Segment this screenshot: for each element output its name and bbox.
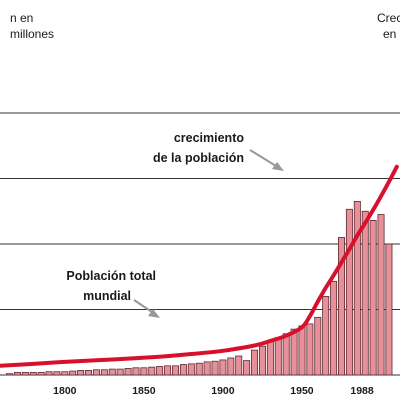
growth-bar [187,363,195,376]
x-tick-label: 1950 [290,385,314,397]
growth-bar [322,295,330,376]
growth-bar [251,349,259,376]
total-arrow [133,299,153,313]
growth-bar [235,355,243,376]
growth-bar [306,323,314,376]
growth-bar [203,361,211,376]
x-tick-label: 1900 [211,385,235,397]
growth-bar [330,280,338,376]
growth-bar [148,366,156,376]
x-tick-label: 1988 [350,385,374,397]
total-arrow-head [148,309,160,318]
growth-bar [361,210,369,376]
x-axis-ticks: 1800 1850 1900 1950 1988 [53,385,374,397]
growth-bar [266,340,274,376]
growth-bar [156,366,164,376]
growth-bar [85,370,93,376]
right-axis-label-line2: en [383,27,396,41]
growth-bar [100,369,108,376]
growth-bar [53,371,61,376]
growth-bar [21,371,29,376]
growth-bar [298,325,306,376]
growth-bar [290,328,298,376]
growth-bar [124,368,132,376]
growth-bar [77,370,85,376]
growth-bar [61,371,69,376]
total-annotation-line2: mundial [83,289,131,303]
growth-bar [258,345,266,376]
growth-bar [69,370,77,376]
growth-annotation-line2: de la población [153,151,244,165]
right-axis-label-line1: Crec [377,11,400,25]
x-tick-label: 1850 [132,385,156,397]
growth-bar [92,369,100,376]
left-axis-label-line1: n en [10,11,33,25]
growth-bar [314,316,322,376]
x-tick-label: 1800 [53,385,77,397]
growth-bar [132,367,140,376]
left-axis-label-line2: millones [10,27,54,41]
growth-arrow [249,149,277,167]
growth-bar [13,371,21,376]
growth-bar [37,371,45,376]
growth-bar [195,362,203,376]
growth-arrow-head [272,162,284,171]
growth-bar [6,373,13,376]
growth-bar [172,365,179,376]
growth-bar [211,360,219,376]
growth-bar [29,371,37,376]
total-annotation-line1: Población total [66,269,156,283]
growth-bar [377,214,385,376]
growth-bar [179,364,187,376]
population-curve [0,164,399,368]
growth-bar [282,333,290,376]
growth-bar [338,237,345,376]
growth-bars [6,201,393,376]
growth-bar [243,360,251,376]
growth-annotation-line1: crecimiento [174,131,245,145]
growth-bar [219,359,227,376]
growth-bar [108,368,116,376]
growth-bar [353,201,361,376]
growth-bar [164,365,172,376]
growth-bar [116,368,124,376]
growth-bar [227,357,235,376]
growth-bar [274,337,282,376]
growth-bar [45,371,53,376]
growth-bar [345,208,353,376]
growth-bar [140,367,148,376]
growth-bar [369,220,377,376]
growth-bar [385,243,393,376]
